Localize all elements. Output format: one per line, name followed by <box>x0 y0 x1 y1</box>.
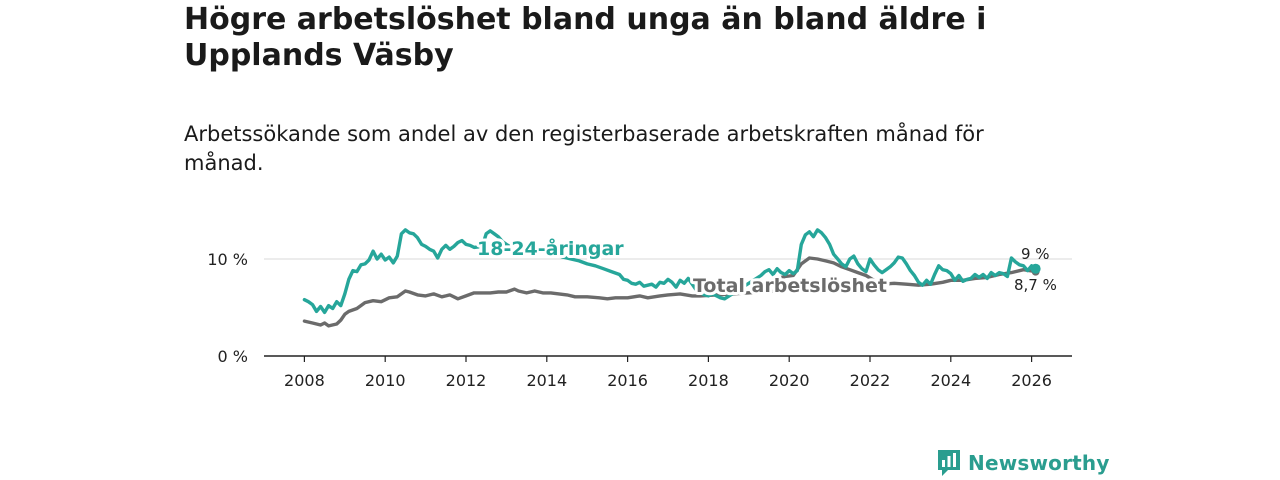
x-tick-label: 2012 <box>446 371 487 390</box>
x-tick-label: 2020 <box>769 371 810 390</box>
chart-title: Högre arbetslöshet bland unga än bland ä… <box>184 2 987 73</box>
end-label-youth: 9 % <box>1021 245 1050 263</box>
end-label-total: 8,7 % <box>1014 276 1057 294</box>
newsworthy-logo-icon <box>938 450 960 476</box>
chart-subtitle: Arbetssökande som andel av den registerb… <box>184 122 984 175</box>
series-label-youth: 18-24-åringar <box>477 236 624 260</box>
series-line-total <box>302 268 1038 328</box>
x-tick-label: 2018 <box>688 371 729 390</box>
x-tick-label: 2022 <box>850 371 891 390</box>
x-tick-label: 2010 <box>365 371 406 390</box>
series-end-marker-youth <box>1030 263 1041 274</box>
y-tick-label: 10 % <box>207 250 248 269</box>
brand-logo: Newsworthy <box>936 448 1110 478</box>
series-line-total-2020 <box>775 256 876 282</box>
x-tick-label: 2014 <box>526 371 567 390</box>
y-tick-label: 0 % <box>218 347 248 366</box>
x-tick-label: 2008 <box>284 371 325 390</box>
x-tick-label: 2024 <box>930 371 971 390</box>
series-line-youth <box>302 228 1038 315</box>
line-chart: 0 % 10 % 2008 2010 2012 2014 2016 2018 2020 2022 2… <box>207 228 1072 390</box>
series-label-total: Total arbetslöshet <box>693 275 887 297</box>
x-tick-label: 2026 <box>1011 371 1052 390</box>
x-tick-label: 2016 <box>607 371 648 390</box>
brand-name: Newsworthy <box>968 451 1110 475</box>
